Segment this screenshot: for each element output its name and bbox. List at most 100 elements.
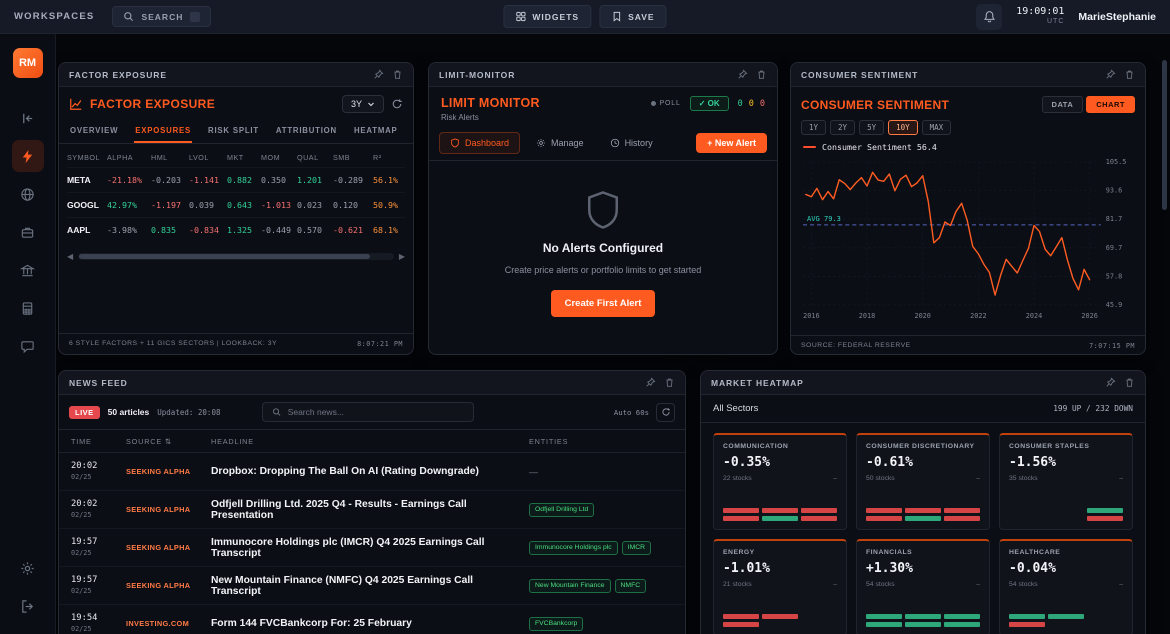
tab-attribution[interactable]: ATTRIBUTION [275, 126, 337, 135]
empty-bar [1009, 508, 1045, 513]
tab-exposures[interactable]: EXPOSURES [134, 119, 193, 143]
sidebar-item-institutions[interactable] [12, 254, 44, 286]
sidebar-item-collapse[interactable] [12, 102, 44, 134]
topbar-right: 19:09:01 UTC MarieStephanie [976, 3, 1156, 30]
page-scrollbar-thumb[interactable] [1162, 60, 1167, 210]
trash-icon[interactable] [664, 377, 675, 388]
trash-icon[interactable] [392, 69, 403, 80]
lookback-select[interactable]: 3Y [341, 95, 384, 113]
create-first-alert-button[interactable]: Create First Alert [550, 290, 656, 318]
refresh-button[interactable] [391, 98, 403, 110]
range-max[interactable]: MAX [921, 120, 952, 135]
data-view-button[interactable]: DATA [1041, 96, 1084, 113]
range-5y[interactable]: 5Y [859, 120, 885, 135]
workspaces-label[interactable]: WORKSPACES [14, 11, 95, 22]
entity-chip[interactable]: Odfjell Drilling Ltd [529, 502, 595, 517]
entity-chip[interactable]: New Mountain Finance [529, 578, 611, 593]
sidebar-item-markets[interactable] [12, 178, 44, 210]
sector-card[interactable]: ENERGY -1.01% 21 stocks – [713, 539, 847, 634]
trash-icon[interactable] [1124, 377, 1135, 388]
range-2y[interactable]: 2Y [830, 120, 856, 135]
scrollbar-track[interactable] [78, 253, 394, 260]
avatar[interactable]: RM [12, 48, 43, 78]
range-10y[interactable]: 10Y [888, 120, 918, 135]
table-row[interactable]: GOOGL 42.97% -1.197 0.039 0.643 -1.013 0.023 0.… [67, 192, 405, 217]
pin-icon[interactable] [737, 69, 748, 80]
sidebar-item-chat[interactable] [12, 330, 44, 362]
pin-icon[interactable] [373, 69, 384, 80]
tab-manage[interactable]: Manage [526, 133, 594, 153]
tab-overview[interactable]: OVERVIEW [70, 126, 119, 135]
widgets-button[interactable]: WIDGETS [503, 5, 592, 28]
sector-name: FINANCIALS [866, 549, 913, 556]
global-search-button[interactable]: SEARCH [112, 6, 212, 27]
down-bar [723, 614, 759, 619]
source-label: SOURCE: FEDERAL RESERVE [801, 342, 911, 350]
pin-icon[interactable] [1105, 377, 1116, 388]
chart-view-button[interactable]: CHART [1086, 96, 1135, 113]
sector-card[interactable]: CONSUMER STAPLES -1.56% 35 stocks – [999, 433, 1133, 530]
column-header: LVOL [189, 153, 209, 162]
news-row[interactable]: 19:57 02/25 SEEKING ALPHA New Mountain Fina… [59, 567, 685, 605]
poll-indicator[interactable]: POLL [650, 100, 681, 107]
sidebar-item-portfolio[interactable] [12, 216, 44, 248]
news-row[interactable]: 20:02 02/25 SEEKING ALPHA Dropbox: Dropping… [59, 453, 685, 491]
pin-icon[interactable] [1105, 69, 1116, 80]
notifications-button[interactable] [976, 3, 1003, 30]
scrollbar-thumb[interactable] [79, 254, 370, 259]
entity-chip[interactable]: IMCR [621, 540, 652, 555]
sector-card[interactable]: FINANCIALS +1.30% 54 stocks – [856, 539, 990, 634]
news-entities: FVCBankcorp [529, 616, 673, 631]
sector-card[interactable]: COMMUNICATION -0.35% 22 stocks – [713, 433, 847, 530]
panel-header-icons [1105, 377, 1135, 388]
trash-icon[interactable] [1124, 69, 1135, 80]
news-row[interactable]: 20:02 02/25 SEEKING ALPHA Odfjell Drilling … [59, 491, 685, 529]
sector-card[interactable]: HEALTHCARE -0.04% 54 stocks – [999, 539, 1133, 634]
tab-risk-split[interactable]: RISK SPLIT [208, 126, 259, 135]
entity-chip[interactable]: NMFC [614, 578, 647, 593]
pin-icon[interactable] [645, 377, 656, 388]
legend-marker [803, 146, 816, 148]
column-header: SOURCE ⇅ [126, 437, 172, 446]
news-feed-auto-refresh: Auto 60s [614, 402, 675, 422]
range-1y[interactable]: 1Y [801, 120, 827, 135]
value-cell: -0.834 [189, 225, 219, 235]
entity-chip[interactable]: FVCBankcorp [529, 616, 584, 631]
sidebar-item-logout[interactable] [12, 590, 44, 622]
sector-change: -1.01% [723, 561, 770, 576]
table-row[interactable]: META -21.18% -0.203 -1.141 0.882 0.350 1.201 -0… [67, 167, 405, 192]
value-cell: 56.1% [373, 175, 398, 185]
table-row[interactable]: AAPL -3.98% 0.835 -0.834 1.325 -0.449 0.570 -0.… [67, 217, 405, 242]
value-cell: 1.201 [297, 175, 322, 185]
news-row[interactable]: 19:54 02/25 INVESTING.COM Form 144 FVCBankc… [59, 605, 685, 634]
new-alert-button[interactable]: + New Alert [696, 133, 767, 153]
time-value: 20:02 [71, 499, 98, 510]
news-table-body: 20:02 02/25 SEEKING ALPHA Dropbox: Dropping… [59, 453, 685, 634]
sidebar-nav: RM [0, 34, 56, 634]
sidebar-item-calculator[interactable] [12, 292, 44, 324]
empty-bar [1087, 622, 1123, 627]
news-search[interactable] [262, 402, 475, 422]
limit-monitor-status: POLL ✓ OK 0 0 0 [650, 96, 765, 111]
sidebar-item-dashboard[interactable] [11, 140, 44, 172]
y-tick-label: 45.9 [1106, 301, 1122, 309]
news-row[interactable]: 19:57 02/25 SEEKING ALPHA Immunocore Holdin… [59, 529, 685, 567]
tab-heatmap[interactable]: HEATMAP [353, 126, 398, 135]
sector-filter[interactable]: All Sectors [713, 403, 759, 414]
value-cell: 0.023 [297, 200, 322, 210]
news-search-input[interactable] [287, 407, 465, 417]
entity-chip[interactable]: Immunocore Holdings plc [529, 540, 618, 555]
tab-dashboard[interactable]: Dashboard [439, 132, 521, 154]
user-name[interactable]: MarieStephanie [1078, 10, 1156, 23]
sector-card[interactable]: CONSUMER DISCRETIONARY -0.61% 50 stocks – [856, 433, 990, 530]
alert-counts: 0 0 0 [738, 99, 765, 109]
refresh-button[interactable] [656, 402, 675, 422]
scroll-left-icon[interactable]: ◀ [67, 252, 74, 261]
scroll-right-icon[interactable]: ▶ [398, 252, 405, 261]
time-value: 19:57 [71, 575, 98, 586]
tab-history[interactable]: History [600, 133, 663, 153]
trash-icon[interactable] [756, 69, 767, 80]
save-button[interactable]: SAVE [599, 5, 667, 28]
sidebar-item-settings[interactable] [12, 552, 44, 584]
bar-row [866, 508, 980, 513]
